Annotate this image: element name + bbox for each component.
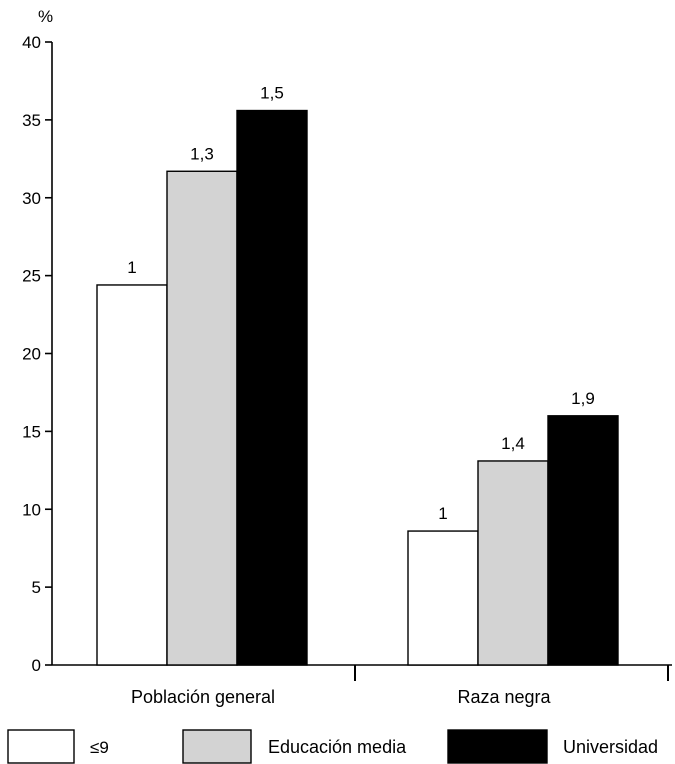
y-tick-label: 10 — [22, 500, 41, 519]
bar — [96, 284, 168, 666]
y-tick-label: 15 — [22, 422, 41, 441]
legend-label: ≤9 — [90, 738, 109, 757]
legend-label: Universidad — [563, 737, 658, 757]
bars — [96, 109, 619, 666]
x-category-label: Población general — [131, 687, 275, 707]
bar — [236, 109, 308, 666]
y-tick-label: 20 — [22, 345, 41, 364]
y-tick-label: 30 — [22, 189, 41, 208]
legend-swatch — [182, 729, 252, 764]
y-tick-label: 40 — [22, 33, 41, 52]
category-labels: Población general Raza negra — [131, 687, 552, 707]
y-axis-ticks: 0 5 10 15 20 25 30 35 40 — [22, 33, 52, 675]
bar-data-label: 1 — [438, 504, 447, 523]
legend-swatch — [447, 729, 548, 764]
y-tick-label: 25 — [22, 267, 41, 286]
bar-data-label: 1,4 — [501, 434, 525, 453]
y-tick-label: 0 — [32, 656, 41, 675]
bar-data-label: 1 — [127, 258, 136, 277]
y-axis-unit-label: % — [38, 7, 53, 26]
bar-data-label: 1,9 — [571, 389, 595, 408]
x-category-label: Raza negra — [457, 687, 551, 707]
bar — [477, 460, 549, 666]
y-tick-label: 5 — [32, 578, 41, 597]
bar — [166, 170, 238, 666]
bar-data-label: 1,3 — [190, 144, 214, 163]
bar — [547, 415, 619, 666]
y-tick-label: 35 — [22, 111, 41, 130]
legend-label: Educación media — [268, 737, 407, 757]
legend: ≤9 Educación media Universidad — [7, 729, 658, 764]
bar — [407, 530, 479, 666]
bar-data-label: 1,5 — [260, 84, 284, 103]
legend-swatch — [7, 729, 75, 764]
data-labels: 1 1,3 1,5 1 1,4 1,9 — [127, 84, 595, 524]
